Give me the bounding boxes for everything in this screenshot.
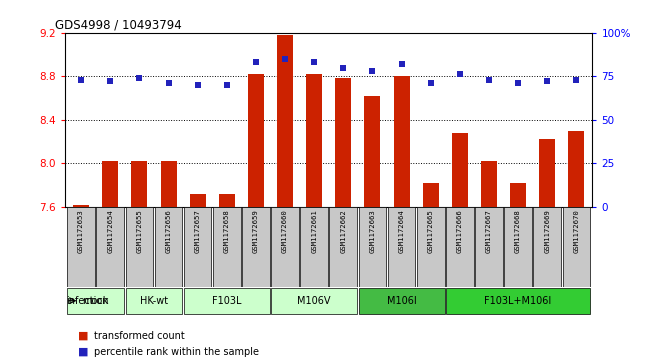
Text: GSM1172664: GSM1172664 (398, 209, 404, 253)
Point (280, 56, 290, 62)
Text: GSM1172660: GSM1172660 (282, 209, 288, 253)
Bar (417, 207, 445, 287)
Text: GSM1172655: GSM1172655 (137, 209, 143, 253)
Text: F103L: F103L (212, 296, 242, 306)
Bar (335, 78, 352, 207)
Text: GSM1172659: GSM1172659 (253, 209, 259, 253)
Point (76, 77, 87, 83)
Text: GSM1172656: GSM1172656 (165, 209, 171, 253)
Bar (365, 96, 380, 207)
Text: GSM1172657: GSM1172657 (195, 209, 201, 253)
Bar (67, 288, 124, 314)
Point (163, 80, 174, 86)
Bar (271, 288, 357, 314)
Bar (306, 74, 322, 207)
Text: GSM1172661: GSM1172661 (311, 209, 317, 253)
Bar (184, 288, 270, 314)
Bar (539, 139, 555, 207)
Bar (248, 74, 264, 207)
Bar (446, 207, 474, 287)
Point (367, 68, 378, 74)
Bar (505, 207, 532, 287)
Text: GSM1172669: GSM1172669 (544, 209, 550, 253)
Text: M106V: M106V (298, 296, 331, 306)
Bar (96, 207, 124, 287)
Text: GSM1172666: GSM1172666 (457, 209, 463, 253)
Text: GSM1172663: GSM1172663 (370, 209, 376, 253)
Bar (161, 161, 176, 207)
Text: GDS4998 / 10493794: GDS4998 / 10493794 (55, 19, 182, 32)
Bar (126, 207, 153, 287)
Text: GSM1172667: GSM1172667 (486, 209, 492, 253)
Point (542, 78, 553, 84)
Bar (67, 207, 95, 287)
Text: GSM1172670: GSM1172670 (574, 209, 579, 253)
Text: infection: infection (66, 296, 108, 306)
Bar (446, 288, 590, 314)
Point (221, 82, 232, 88)
Point (105, 78, 115, 84)
Point (134, 75, 145, 81)
Bar (73, 205, 89, 207)
Bar (219, 194, 235, 207)
Bar (533, 207, 561, 287)
Point (571, 77, 581, 83)
Text: GSM1172658: GSM1172658 (224, 209, 230, 253)
Bar (329, 207, 357, 287)
Text: ■: ■ (78, 331, 89, 341)
Bar (213, 207, 241, 287)
Point (484, 77, 494, 83)
Point (309, 60, 320, 65)
Bar (242, 207, 270, 287)
Bar (189, 194, 206, 207)
Bar (132, 161, 147, 207)
Text: HK-wt: HK-wt (140, 296, 168, 306)
Text: GSM1172662: GSM1172662 (340, 209, 346, 253)
Bar (155, 207, 182, 287)
Bar (452, 133, 468, 207)
Bar (300, 207, 328, 287)
Text: GSM1172654: GSM1172654 (107, 209, 113, 253)
Bar (126, 288, 182, 314)
Bar (388, 207, 415, 287)
Point (193, 82, 203, 88)
Bar (562, 207, 590, 287)
Bar (568, 131, 585, 207)
Text: GSM1172653: GSM1172653 (78, 209, 84, 253)
Point (251, 60, 261, 65)
Bar (359, 207, 386, 287)
Text: GSM1172665: GSM1172665 (428, 209, 434, 253)
Bar (102, 161, 118, 207)
Bar (359, 288, 445, 314)
Text: transformed count: transformed count (94, 331, 185, 341)
Point (338, 65, 348, 70)
Bar (422, 183, 439, 207)
Text: mock: mock (83, 296, 109, 306)
Bar (481, 161, 497, 207)
Bar (184, 207, 212, 287)
Bar (394, 76, 409, 207)
Text: F103L+M106I: F103L+M106I (484, 296, 552, 306)
Point (396, 61, 407, 67)
Point (426, 80, 436, 86)
Bar (271, 207, 299, 287)
Text: M106I: M106I (387, 296, 417, 306)
Point (513, 80, 523, 86)
Bar (510, 183, 526, 207)
Text: ■: ■ (78, 347, 89, 357)
Point (454, 72, 465, 77)
Bar (475, 207, 503, 287)
Text: percentile rank within the sample: percentile rank within the sample (94, 347, 259, 357)
Text: GSM1172668: GSM1172668 (515, 209, 521, 253)
Bar (277, 35, 293, 207)
